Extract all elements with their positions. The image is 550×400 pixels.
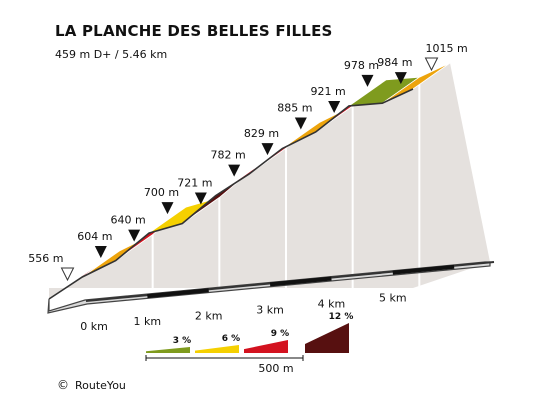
- legend-label: 9 %: [271, 329, 289, 339]
- elevation-label: 829 m: [244, 127, 279, 140]
- profile-edge-line: [48, 88, 414, 300]
- km-band: [269, 276, 332, 287]
- elevation-label: 640 m: [111, 214, 146, 227]
- km-tick-label: 1 km: [134, 315, 162, 328]
- km-marker-icon: [328, 101, 341, 114]
- elevation-label: 984 m: [377, 56, 412, 69]
- elevation-label: 1015 m: [426, 42, 468, 55]
- km-tick-label: 5 km: [379, 292, 407, 305]
- elevation-label: 721 m: [177, 177, 212, 190]
- km-marker-icon: [94, 246, 107, 259]
- km-marker-icon: [261, 143, 274, 156]
- km-band: [392, 264, 455, 275]
- elevation-label: 885 m: [277, 101, 312, 114]
- footer-credit: © RouteYou: [57, 378, 126, 392]
- legend-swatch: [195, 345, 239, 353]
- km-marker-icon: [361, 74, 374, 87]
- chart-title: LA PLANCHE DES BELLES FILLES: [55, 22, 333, 40]
- legend-swatch: [244, 340, 288, 353]
- legend-label: 12 %: [329, 312, 354, 322]
- elevation-label: 782 m: [211, 149, 246, 162]
- copyright-icon: ©: [57, 378, 69, 392]
- km-tick-label: 2 km: [195, 309, 223, 322]
- elevation-label: 978 m: [344, 59, 379, 72]
- legend-swatch: [146, 347, 190, 353]
- km-band: [147, 288, 209, 299]
- elevation-label: 556 m: [28, 252, 63, 265]
- km-tick-label: 0 km: [80, 320, 108, 333]
- elevation-label: 921 m: [311, 85, 346, 98]
- legend-label: 6 %: [222, 334, 240, 344]
- km-marker-icon: [394, 72, 407, 85]
- elevation-label: 604 m: [77, 230, 112, 243]
- km-marker-icon: [194, 192, 207, 205]
- km-marker-icon: [228, 164, 241, 177]
- km-tick-label: 3 km: [256, 303, 284, 316]
- km-tick-label: 4 km: [318, 298, 346, 311]
- profile-side-wall: [49, 63, 490, 299]
- brand-name: RouteYou: [75, 379, 126, 392]
- km-marker-icon: [128, 229, 141, 242]
- start-marker-icon: [60, 267, 75, 282]
- km-marker-icon: [161, 202, 174, 215]
- legend-scale-label: 500 m: [258, 362, 293, 375]
- legend-label: 3 %: [173, 336, 191, 346]
- finish-marker-icon: [424, 57, 439, 72]
- elevation-label: 700 m: [144, 186, 179, 199]
- chart-subtitle: 459 m D+ / 5.46 km: [55, 48, 168, 61]
- km-marker-icon: [294, 117, 307, 130]
- legend-swatch: [305, 323, 349, 353]
